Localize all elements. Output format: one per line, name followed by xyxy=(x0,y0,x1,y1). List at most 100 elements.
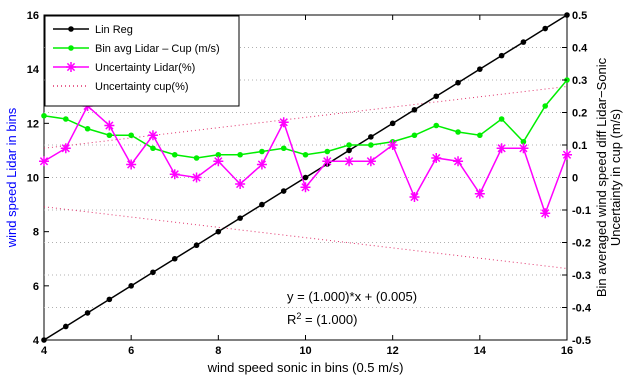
right-y-tick-label: 0.5 xyxy=(572,10,587,22)
right-y-axis-label-line2: Uncertainty in cup (m/s) xyxy=(608,109,623,246)
left-y-tick-label: 4 xyxy=(33,335,40,347)
lin-reg-point xyxy=(368,134,374,140)
bin-avg-point xyxy=(150,145,156,152)
left-y-tick-label: 8 xyxy=(33,227,39,239)
right-y-axis-label-line1: Bin averaged wind speed diff Lidar−Sonic xyxy=(594,57,609,297)
bin-avg-point xyxy=(520,138,527,145)
legend-box xyxy=(44,15,240,107)
x-axis-label: wind speed sonic in bins (0.5 m/s) xyxy=(207,360,404,375)
legend-marker-lin-reg xyxy=(68,26,74,32)
lin-reg-point xyxy=(498,52,505,59)
left-y-tick-label: 10 xyxy=(27,173,39,185)
uncertainty-lidar-point xyxy=(256,159,267,170)
lin-reg-point xyxy=(346,147,352,154)
uncertainty-lidar-point xyxy=(235,179,246,189)
right-y-tick-label: 0.4 xyxy=(572,43,588,55)
legend-marker-uncertainty-lidar xyxy=(66,62,76,72)
uncertainty-lidar-point xyxy=(540,208,551,219)
uncertainty-lidar-point xyxy=(562,149,572,160)
bin-avg-point xyxy=(411,132,418,139)
bin-avg-point xyxy=(455,129,461,135)
uncertainty-lidar-point xyxy=(431,153,442,163)
bin-avg-point xyxy=(346,142,352,148)
x-tick-label: 8 xyxy=(215,345,221,357)
r-squared-r: R xyxy=(287,312,296,327)
bin-avg-point xyxy=(128,132,134,139)
bin-avg-point xyxy=(542,103,549,109)
lin-reg-point xyxy=(193,242,200,249)
bin-avg-point xyxy=(41,112,47,119)
markers xyxy=(39,12,572,343)
uncertainty-lidar-point xyxy=(104,120,115,131)
x-tick-label: 4 xyxy=(41,345,48,357)
x-tick-label: 10 xyxy=(299,345,311,357)
left-y-axis-label: wind speed Lidar in bins xyxy=(4,107,19,248)
lin-reg-point xyxy=(171,255,178,262)
lin-reg-point xyxy=(62,323,69,330)
bin-avg-point xyxy=(477,132,483,139)
right-y-tick-label: -0.5 xyxy=(572,335,591,347)
left-y-tick-label: 16 xyxy=(27,10,39,22)
lin-reg-point xyxy=(542,25,549,32)
lin-reg-point xyxy=(411,106,418,113)
x-tick-label: 14 xyxy=(474,345,487,357)
lin-reg-point xyxy=(106,296,113,303)
bin-avg-point xyxy=(368,142,374,148)
lin-reg-point xyxy=(128,283,134,289)
right-y-tick-label: -0.3 xyxy=(572,270,591,282)
ticks: 4 6 8 10 12 14 1646810121416-0.5-0.4-0.3-0.2-0… xyxy=(27,10,592,357)
lin-reg-point xyxy=(302,174,309,181)
r-squared-value: = (1.000) xyxy=(301,312,357,327)
r-squared-exponent: 2 xyxy=(296,311,301,321)
bin-avg-point xyxy=(324,148,331,155)
uncertainty-lidar-point xyxy=(344,156,355,167)
uncertainty-lidar-point xyxy=(213,156,224,167)
bin-avg-point xyxy=(215,151,222,158)
legend-label-bin-avg: Bin avg Lidar – Cup (m/s) xyxy=(95,43,220,55)
bin-avg-point xyxy=(280,145,287,152)
regression-equation: y = (1.000)*x + (0.005) xyxy=(287,289,417,304)
right-y-tick-label: 0 xyxy=(572,173,578,185)
bin-avg-point xyxy=(498,116,505,122)
lin-reg-point xyxy=(520,39,527,45)
right-y-tick-label: -0.1 xyxy=(572,205,591,217)
lin-reg-point xyxy=(84,310,91,316)
right-y-tick-label: 0.1 xyxy=(572,140,587,152)
uncertainty-lidar-point xyxy=(453,156,464,167)
legend: Lin Reg Bin avg Lidar – Cup (m/s) Uncertai… xyxy=(44,15,240,107)
legend-items: Lin Reg Bin avg Lidar – Cup (m/s) Uncertai… xyxy=(53,24,220,93)
bin-avg-point xyxy=(84,125,91,132)
uncertainty-lidar-point xyxy=(278,117,289,128)
uncertainty-lidar-point xyxy=(365,156,376,167)
lin-reg-point xyxy=(433,93,440,100)
uncertainty-lidar-point xyxy=(126,159,137,170)
lin-reg-point xyxy=(477,66,483,72)
left-y-tick-label: 6 xyxy=(33,281,39,293)
bin-avg-point xyxy=(193,155,200,161)
uncertainty-lidar-point xyxy=(474,188,485,199)
uncertainty-lidar-point xyxy=(322,156,333,167)
lin-reg-point xyxy=(389,120,396,127)
lin-reg-point xyxy=(259,201,265,208)
lin-reg-point xyxy=(237,215,243,221)
x-tick-label: 6 xyxy=(128,345,134,357)
legend-label-uncertainty-lidar: Uncertainty Lidar(%) xyxy=(95,62,195,74)
uncertainty-lidar-point xyxy=(147,130,158,141)
lin-reg-point xyxy=(215,228,222,235)
uncertainty-lidar-point xyxy=(409,192,420,202)
legend-label-lin-reg: Lin Reg xyxy=(95,24,133,36)
x-tick-label: 12 xyxy=(387,345,399,357)
lin-reg-point xyxy=(455,79,461,86)
left-y-tick-label: 12 xyxy=(27,118,39,130)
right-y-tick-label: -0.2 xyxy=(572,238,591,250)
lin-reg-point xyxy=(150,269,156,276)
uncertainty-lidar-point xyxy=(39,156,49,167)
bin-avg-point xyxy=(106,132,113,139)
bin-avg-point xyxy=(62,116,69,122)
bin-avg-point xyxy=(302,151,309,158)
r-squared-annotation: R2 = (1.000) xyxy=(287,311,357,327)
uncertainty-lidar-point xyxy=(496,143,507,154)
bin-avg-point xyxy=(259,148,265,155)
right-y-tick-label: -0.4 xyxy=(572,303,592,315)
